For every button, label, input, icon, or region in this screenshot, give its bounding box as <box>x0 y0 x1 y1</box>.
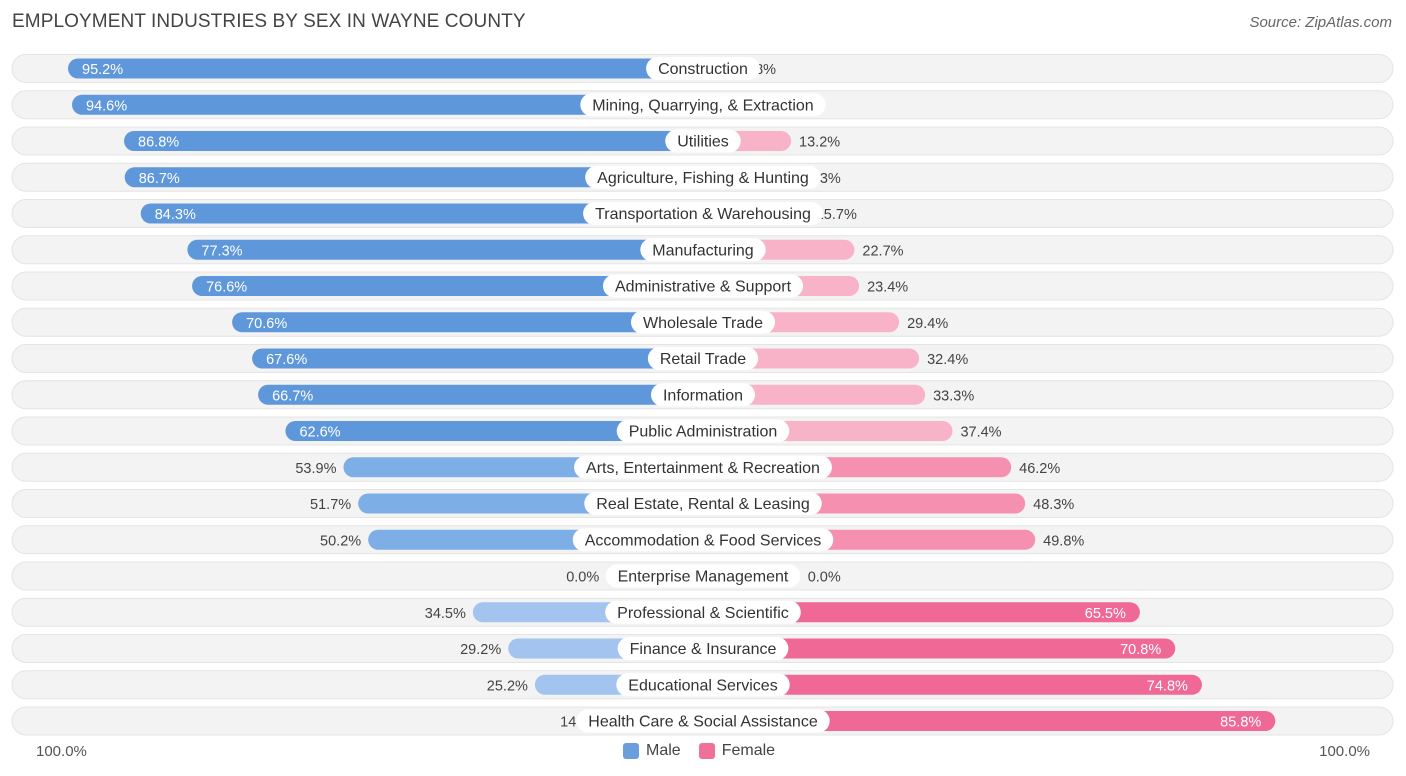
legend-swatch-female <box>698 743 715 759</box>
row-8-female-value: 29.4% <box>907 316 948 332</box>
row-16-male-value: 34.5% <box>425 606 466 622</box>
row-12-category-pill <box>574 455 832 479</box>
row-12-male-value: 53.9% <box>295 461 336 477</box>
row-10-category-pill <box>650 383 756 407</box>
row-9-male-value: 67.6% <box>266 352 307 368</box>
row-4-category-pill <box>585 165 821 189</box>
row-9-female-value: 32.4% <box>927 352 968 368</box>
row-11-category-pill <box>616 419 790 443</box>
axis-label-right: 100.0% <box>1319 743 1370 760</box>
row-15-category-label: Enterprise Management <box>618 569 789 586</box>
row-5-category-label: Transportation & Warehousing <box>595 206 811 223</box>
row-18-category-pill <box>616 673 790 697</box>
row-6-male-bar <box>187 239 713 260</box>
row-19-category-label: Health Care & Social Assistance <box>588 714 818 731</box>
row-1-category-pill <box>646 57 760 80</box>
row-13-male-value: 51.7% <box>310 497 351 513</box>
row-1-category-label: Construction <box>658 61 748 78</box>
row-3-male-value: 86.8% <box>138 135 179 151</box>
row-7-category-label: Administrative & Support <box>615 279 792 296</box>
row-18-category-label: Educational Services <box>628 677 777 694</box>
row-13-female-value: 48.3% <box>1033 497 1074 513</box>
row-16-female-bar <box>693 602 1140 623</box>
row-16-category-label: Professional & Scientific <box>617 605 789 622</box>
row-18-male-value: 25.2% <box>487 678 528 694</box>
row-1-male-bar <box>68 58 714 79</box>
row-3-male-bar <box>124 131 713 151</box>
row-11-male-value: 62.6% <box>299 425 340 441</box>
row-17-female-value: 70.8% <box>1120 642 1161 658</box>
row-7-female-value: 23.4% <box>867 280 908 296</box>
row-15-category-pill <box>605 564 801 588</box>
row-11-female-value: 37.4% <box>960 425 1001 441</box>
row-8-category-label: Wholesale Trade <box>643 315 763 332</box>
row-14-category-pill <box>572 528 834 552</box>
row-7-category-pill <box>602 274 804 298</box>
row-19-category-pill <box>576 709 830 733</box>
row-5-category-pill <box>583 202 823 225</box>
row-5-female-value: 15.7% <box>816 207 857 223</box>
row-3-category-pill <box>665 129 741 153</box>
row-8-category-pill <box>630 310 776 334</box>
row-10-category-label: Information <box>663 387 743 404</box>
row-12-category-label: Arts, Entertainment & Recreation <box>586 460 820 477</box>
row-11-category-label: Public Administration <box>629 424 778 441</box>
row-1-male-value: 95.2% <box>82 62 123 78</box>
row-17-category-label: Finance & Insurance <box>630 641 777 658</box>
row-19-female-bar <box>693 711 1276 731</box>
row-16-category-pill <box>605 600 801 624</box>
row-8-male-bar <box>232 312 713 333</box>
row-16-female-value: 65.5% <box>1085 606 1126 622</box>
legend-label-male: Male <box>646 742 681 759</box>
row-9-category-pill <box>647 347 759 370</box>
row-17-male-value: 29.2% <box>460 642 501 658</box>
row-12-female-value: 46.2% <box>1019 461 1060 477</box>
source-credit: Source: ZipAtlas.com <box>1249 14 1392 31</box>
row-17-category-pill <box>617 637 789 660</box>
row-4-male-value: 86.7% <box>139 171 180 187</box>
row-7-male-bar <box>192 276 713 296</box>
row-2-male-bar <box>72 94 713 115</box>
row-3-category-label: Utilities <box>677 134 729 151</box>
row-19-female-value: 85.8% <box>1220 715 1261 731</box>
row-11-male-bar <box>285 421 713 441</box>
row-9-male-bar <box>252 348 713 369</box>
row-2-category-label: Mining, Quarrying, & Extraction <box>592 97 813 114</box>
row-14-female-value: 49.8% <box>1043 533 1084 549</box>
legend-item-female: Female <box>698 742 776 760</box>
row-6-female-value: 22.7% <box>862 243 903 259</box>
row-13-category-pill <box>584 492 822 515</box>
row-5-male-value: 84.3% <box>155 207 196 223</box>
row-17-female-bar <box>693 638 1176 659</box>
row-5-male-bar <box>140 203 713 224</box>
row-8-male-value: 70.6% <box>246 316 287 332</box>
row-2-category-pill <box>580 93 826 117</box>
row-10-female-value: 33.3% <box>933 388 974 404</box>
row-10-male-bar <box>258 384 713 405</box>
axis-label-left: 100.0% <box>36 743 87 760</box>
row-14-category-label: Accommodation & Food Services <box>585 532 822 549</box>
row-18-female-value: 74.8% <box>1147 678 1188 694</box>
row-3-female-value: 13.2% <box>799 135 840 151</box>
legend-swatch-male <box>623 743 639 759</box>
row-9-category-label: Retail Trade <box>660 351 746 368</box>
row-6-category-label: Manufacturing <box>652 242 753 259</box>
row-15-female-value: 0.0% <box>808 570 841 586</box>
row-4-category-label: Agriculture, Fishing & Hunting <box>597 170 809 187</box>
legend-label-female: Female <box>721 742 776 759</box>
row-13-category-label: Real Estate, Rental & Leasing <box>596 496 809 513</box>
row-10-male-value: 66.7% <box>272 388 313 404</box>
row-4-male-bar <box>124 167 713 188</box>
row-2-male-value: 94.6% <box>86 98 127 114</box>
row-18-female-bar <box>693 674 1202 695</box>
row-6-category-pill <box>640 238 766 262</box>
row-6-male-value: 77.3% <box>201 243 242 259</box>
legend-item-male: Male <box>623 742 681 760</box>
row-7-male-value: 76.6% <box>206 280 247 296</box>
row-14-male-value: 50.2% <box>320 533 361 549</box>
legend: Male Female <box>623 742 775 760</box>
row-15-male-value: 0.0% <box>566 570 599 586</box>
chart-title: EMPLOYMENT INDUSTRIES BY SEX IN WAYNE CO… <box>12 11 526 32</box>
